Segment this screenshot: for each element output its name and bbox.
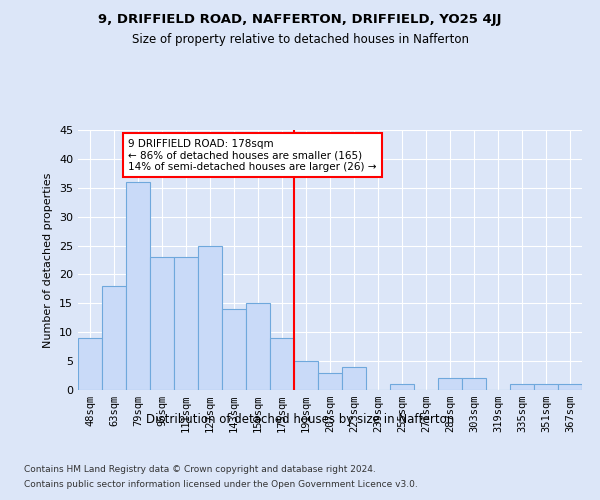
Bar	[198, 246, 222, 390]
Bar	[534, 384, 558, 390]
Y-axis label: Number of detached properties: Number of detached properties	[43, 172, 53, 348]
Bar	[558, 384, 582, 390]
Bar	[78, 338, 102, 390]
Bar	[390, 384, 414, 390]
Bar	[462, 378, 486, 390]
Text: Contains public sector information licensed under the Open Government Licence v3: Contains public sector information licen…	[24, 480, 418, 489]
Bar	[318, 372, 342, 390]
Bar	[510, 384, 534, 390]
Text: Size of property relative to detached houses in Nafferton: Size of property relative to detached ho…	[131, 32, 469, 46]
Bar	[342, 367, 366, 390]
Text: 9 DRIFFIELD ROAD: 178sqm
← 86% of detached houses are smaller (165)
14% of semi-: 9 DRIFFIELD ROAD: 178sqm ← 86% of detach…	[128, 138, 377, 172]
Bar	[438, 378, 462, 390]
Bar	[246, 304, 270, 390]
Bar	[126, 182, 150, 390]
Bar	[270, 338, 294, 390]
Bar	[150, 257, 174, 390]
Text: 9, DRIFFIELD ROAD, NAFFERTON, DRIFFIELD, YO25 4JJ: 9, DRIFFIELD ROAD, NAFFERTON, DRIFFIELD,…	[98, 12, 502, 26]
Bar	[102, 286, 126, 390]
Bar	[294, 361, 318, 390]
Bar	[222, 309, 246, 390]
Text: Distribution of detached houses by size in Nafferton: Distribution of detached houses by size …	[146, 412, 454, 426]
Bar	[174, 257, 198, 390]
Text: Contains HM Land Registry data © Crown copyright and database right 2024.: Contains HM Land Registry data © Crown c…	[24, 465, 376, 474]
